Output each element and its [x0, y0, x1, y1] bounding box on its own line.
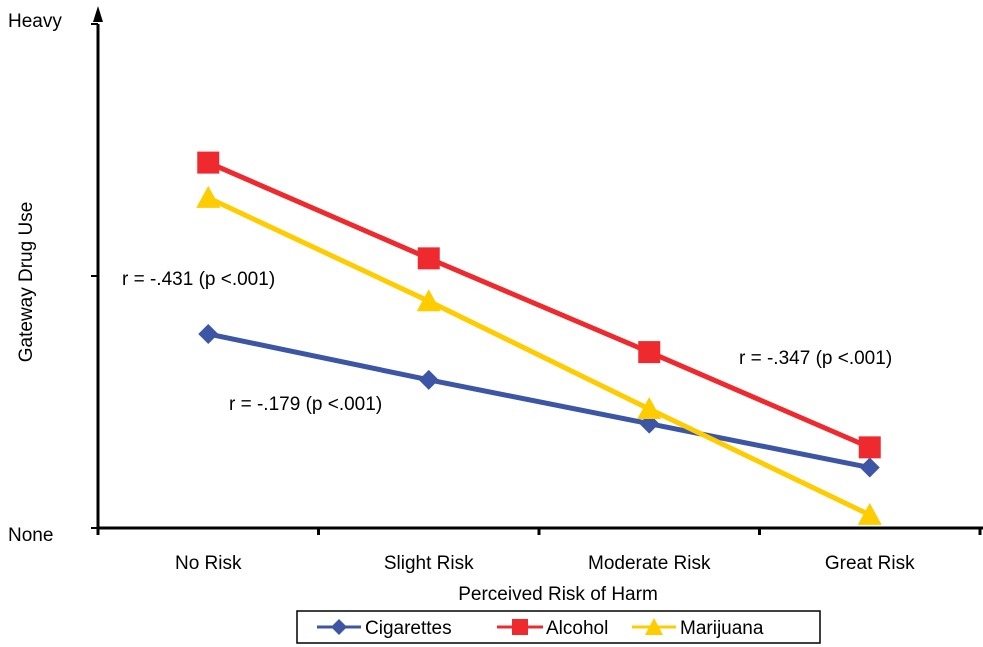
annotation-alcohol-r: r = -.431 (p <.001) — [122, 269, 275, 290]
legend-item-cigarettes: Cigarettes — [317, 618, 452, 639]
y-axis-arrow — [93, 6, 103, 22]
legend-label-alcohol: Alcohol — [546, 618, 608, 639]
x-tick-label: Moderate Risk — [588, 553, 711, 574]
data-point-cigarettes — [859, 457, 880, 478]
data-point-alcohol — [638, 341, 661, 364]
legend-item-marijuana: Marijuana — [632, 618, 764, 639]
data-point-marijuana — [637, 397, 662, 420]
x-tick-label: Slight Risk — [384, 553, 474, 574]
legend-item-alcohol: Alcohol — [497, 618, 608, 639]
triangle-marker-icon — [645, 618, 663, 635]
series-line-cigarettes — [207, 331, 871, 470]
y-axis-title: Gateway Drug Use — [16, 202, 37, 363]
plot-area: No Risk Slight Risk Moderate Risk Great Ris… — [91, 6, 983, 574]
annotation-marijuana-r: r = -.347 (p <.001) — [739, 348, 892, 369]
series-cigarettes — [198, 323, 880, 478]
y-axis-bottom-label: None — [8, 525, 53, 546]
data-point-marijuana — [857, 502, 882, 525]
series-alcohol — [197, 151, 881, 459]
series-marijuana — [196, 185, 882, 525]
x-ticks: No Risk Slight Risk Moderate Risk Great Ris… — [96, 528, 982, 574]
series-line-marijuana — [207, 195, 871, 518]
series-line-alcohol — [207, 160, 871, 450]
legend: Cigarettes Alcohol Marijuana — [296, 610, 821, 644]
data-point-marijuana — [196, 185, 221, 208]
data-point-alcohol — [197, 151, 220, 174]
x-axis-title: Perceived Risk of Harm — [458, 584, 658, 605]
y-axis-top-label: Heavy — [8, 11, 62, 32]
y-ticks — [91, 23, 98, 529]
annotation-cigarettes-r: r = -.179 (p <.001) — [229, 394, 382, 415]
data-point-alcohol — [417, 247, 440, 270]
legend-label-marijuana: Marijuana — [680, 618, 764, 639]
legend-box — [296, 610, 821, 644]
series-layer — [196, 151, 882, 525]
data-point-marijuana — [416, 289, 441, 312]
data-point-cigarettes — [418, 369, 439, 390]
data-point-alcohol — [858, 436, 881, 459]
legend-label-cigarettes: Cigarettes — [365, 618, 452, 639]
data-point-cigarettes — [198, 323, 219, 344]
x-tick-label: Great Risk — [825, 553, 915, 574]
x-tick-label: No Risk — [175, 553, 242, 574]
square-marker-icon — [512, 619, 528, 635]
diamond-marker-icon — [331, 619, 347, 635]
